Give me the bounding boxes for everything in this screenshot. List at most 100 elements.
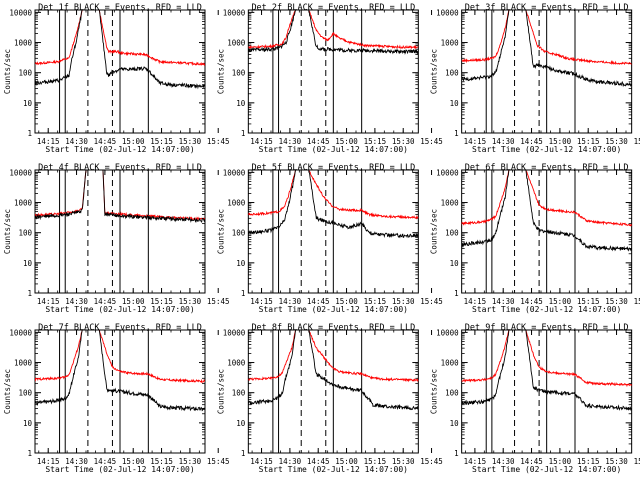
- series-line-events: [35, 170, 205, 224]
- y-tick-label: 1000: [441, 39, 460, 48]
- x-tick-label: 14:30: [279, 457, 302, 466]
- y-tick-label: 10000: [223, 328, 246, 337]
- x-tick-label: 15:45: [634, 137, 640, 146]
- y-tick-label: 1: [454, 449, 459, 458]
- y-tick-label: 10: [23, 99, 33, 108]
- y-tick-label: 10: [236, 419, 246, 428]
- x-tick-label: 14:30: [492, 457, 515, 466]
- x-tick-label: 15:00: [549, 297, 572, 306]
- y-tick-label: 100: [232, 389, 246, 398]
- x-tick-label: 15:00: [549, 137, 572, 146]
- y-tick-label: 1: [27, 129, 32, 138]
- series-line-events: [461, 330, 632, 411]
- y-tick-label: 10: [23, 419, 33, 428]
- x-tick-label: 15:30: [605, 457, 628, 466]
- x-axis-label: Start Time (02-Jul-12 14:07:00): [472, 465, 621, 474]
- y-tick-label: 1: [27, 449, 32, 458]
- x-tick-label: 15:00: [549, 457, 572, 466]
- chart-panel-2: Det 2f BLACK = Events, RED = LLD Counts/s…: [216, 3, 443, 154]
- chart-panel-3: Det 3f BLACK = Events, RED = LLD Counts/s…: [430, 3, 640, 154]
- series-line-events: [248, 10, 419, 55]
- series-line-events: [461, 10, 632, 88]
- x-tick-label: 14:15: [464, 297, 487, 306]
- y-tick-label: 100: [445, 69, 459, 78]
- x-tick-label: 15:30: [179, 457, 202, 466]
- x-tick-label: 14:45: [307, 457, 330, 466]
- y-axis-label: Counts/sec: [430, 369, 439, 414]
- series-line-lld: [461, 330, 632, 388]
- series-line-lld: [248, 10, 419, 50]
- x-tick-label: 15:15: [150, 457, 173, 466]
- x-tick-label: 15:00: [335, 297, 358, 306]
- x-tick-label: 14:15: [464, 457, 487, 466]
- series-line-events: [461, 170, 632, 252]
- y-tick-label: 1000: [227, 39, 246, 48]
- x-tick-label: 14:45: [307, 137, 330, 146]
- x-tick-label: 15:30: [605, 297, 628, 306]
- x-tick-label: 14:15: [37, 297, 60, 306]
- x-tick-label: 15:45: [420, 137, 443, 146]
- y-axis-label: Counts/sec: [216, 49, 225, 94]
- x-tick-label: 15:30: [392, 297, 415, 306]
- x-tick-label: 15:15: [150, 297, 173, 306]
- series-line-lld: [461, 10, 632, 66]
- x-tick-label: 14:15: [464, 137, 487, 146]
- chart-panel-9: Det 9f BLACK = Events, RED = LLD Counts/s…: [430, 323, 640, 474]
- y-tick-label: 100: [445, 389, 459, 398]
- chart-title: Det 3f BLACK = Events, RED = LLD: [465, 3, 629, 13]
- x-tick-label: 14:30: [65, 457, 88, 466]
- x-axis-label: Start Time (02-Jul-12 14:07:00): [45, 305, 194, 314]
- chart-title: Det 9f BLACK = Events, RED = LLD: [465, 323, 629, 333]
- y-tick-label: 10: [236, 259, 246, 268]
- x-tick-label: 15:15: [150, 137, 173, 146]
- y-tick-label: 1000: [227, 359, 246, 368]
- y-axis-label: Counts/sec: [3, 369, 12, 414]
- chart-panel-8: Det 8f BLACK = Events, RED = LLD Counts/s…: [216, 323, 443, 474]
- chart-title: Det 7f BLACK = Events, RED = LLD: [38, 323, 202, 333]
- x-tick-label: 15:30: [179, 137, 202, 146]
- y-tick-label: 10000: [9, 8, 32, 17]
- x-tick-label: 15:00: [335, 457, 358, 466]
- y-tick-label: 1: [454, 129, 459, 138]
- y-tick-label: 1: [241, 289, 246, 298]
- chart-title: Det 8f BLACK = Events, RED = LLD: [251, 323, 415, 333]
- y-tick-label: 1000: [441, 359, 460, 368]
- series-line-events: [248, 170, 419, 239]
- y-tick-label: 10: [23, 259, 33, 268]
- y-tick-label: 10000: [223, 168, 246, 177]
- y-tick-label: 1: [27, 289, 32, 298]
- chart-panel-4: Det 4f BLACK = Events, RED = LLD Counts/s…: [3, 163, 230, 314]
- y-tick-label: 10: [450, 419, 460, 428]
- x-tick-label: 14:15: [250, 297, 273, 306]
- x-tick-label: 14:45: [94, 137, 117, 146]
- x-tick-label: 14:30: [279, 137, 302, 146]
- x-tick-label: 15:45: [207, 297, 230, 306]
- x-tick-label: 15:15: [577, 137, 600, 146]
- y-tick-label: 100: [445, 229, 459, 238]
- x-tick-label: 14:45: [94, 457, 117, 466]
- x-axis-label: Start Time (02-Jul-12 14:07:00): [45, 145, 194, 154]
- x-tick-label: 14:30: [492, 137, 515, 146]
- y-tick-label: 100: [18, 389, 32, 398]
- x-tick-label: 14:15: [37, 137, 60, 146]
- y-axis-label: Counts/sec: [430, 49, 439, 94]
- chart-title: Det 5f BLACK = Events, RED = LLD: [251, 163, 415, 173]
- y-tick-label: 100: [232, 69, 246, 78]
- x-axis-label: Start Time (02-Jul-12 14:07:00): [259, 465, 408, 474]
- series-line-events: [35, 10, 205, 90]
- y-tick-label: 10000: [9, 168, 32, 177]
- series-line-lld: [461, 170, 632, 227]
- chart-panel-1: Det 1f BLACK = Events, RED = LLD Counts/s…: [3, 3, 230, 154]
- x-tick-label: 14:45: [94, 297, 117, 306]
- x-tick-label: 14:30: [65, 137, 88, 146]
- x-tick-label: 15:15: [577, 457, 600, 466]
- chart-panel-5: Det 5f BLACK = Events, RED = LLD Counts/s…: [216, 163, 443, 314]
- y-axis-label: Counts/sec: [3, 49, 12, 94]
- series-line-lld: [248, 170, 419, 220]
- x-tick-label: 15:00: [122, 297, 145, 306]
- x-tick-label: 14:45: [520, 137, 543, 146]
- x-tick-label: 15:00: [122, 457, 145, 466]
- x-tick-label: 15:15: [364, 297, 387, 306]
- series-line-events: [35, 330, 205, 412]
- y-tick-label: 1000: [14, 39, 33, 48]
